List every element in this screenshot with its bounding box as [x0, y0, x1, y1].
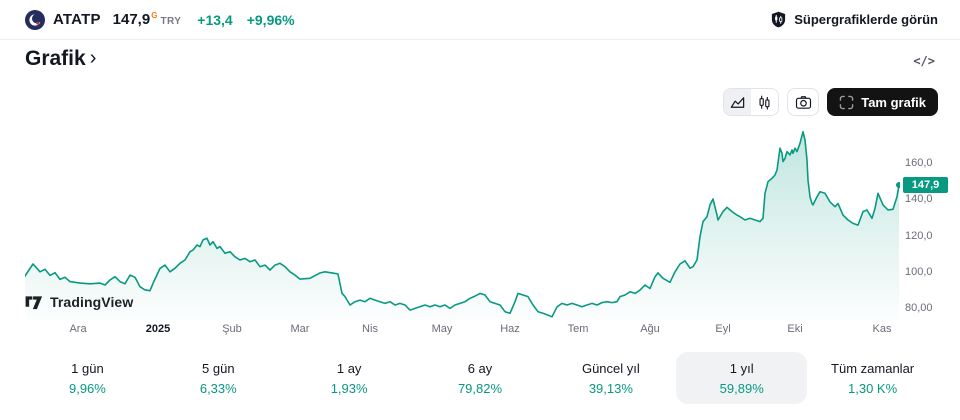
period-label: Güncel yıl	[581, 360, 640, 376]
chart-toolbar: Tam grafik	[723, 88, 938, 116]
area-chart-icon	[729, 94, 746, 111]
x-axis-label: Mar	[290, 323, 310, 335]
supercharts-label: Süpergrafiklerde görün	[794, 12, 938, 27]
x-axis-label: Haz	[500, 323, 520, 335]
last-price: 147,9	[112, 11, 151, 28]
price-change: +13,4	[197, 11, 233, 28]
candles-chart-button[interactable]	[751, 89, 779, 115]
period-button-6-ay[interactable]: 6 ay 79,82%	[415, 352, 546, 404]
section-title-link[interactable]: Grafik ›	[25, 47, 96, 71]
period-label: Tüm zamanlar	[831, 360, 915, 376]
x-axis-label: Nis	[362, 323, 378, 335]
period-button-g-ncel-y-l[interactable]: Güncel yıl 39,13%	[545, 352, 676, 404]
y-axis-label: 160,0	[905, 157, 933, 169]
period-button-1-ay[interactable]: 1 ay 1,93%	[284, 352, 415, 404]
currency-label: TRY	[160, 16, 182, 27]
period-change-percent: 1,30 K%	[848, 380, 898, 396]
period-button-1-g-n[interactable]: 1 gün 9,96%	[22, 352, 153, 404]
x-axis-label: May	[431, 323, 453, 335]
atatp-logo	[25, 9, 45, 30]
x-axis-label: Eyl	[715, 323, 731, 335]
period-label: 1 gün	[71, 360, 104, 376]
price-area-fill	[25, 131, 899, 320]
period-label: 5 gün	[202, 360, 235, 376]
supercharts-link[interactable]: Süpergrafiklerde görün	[770, 11, 938, 28]
area-chart-button[interactable]	[724, 89, 752, 115]
period-button-t-m-zamanlar[interactable]: Tüm zamanlar 1,30 K%	[807, 352, 938, 404]
period-change-percent: 9,96%	[68, 380, 106, 396]
price-line	[25, 130, 900, 318]
embed-code-icon[interactable]: </>	[913, 54, 935, 68]
y-axis-label: 80,00	[905, 302, 933, 314]
period-label: 6 ay	[467, 360, 493, 376]
fullscreen-button-label: Tam grafik	[861, 94, 926, 110]
x-axis-label: Şub	[222, 323, 242, 335]
tradingview-logo-icon	[25, 295, 44, 310]
last-price-badge: 147,9	[903, 177, 948, 193]
last-price-dot	[896, 182, 900, 188]
x-axis-label: 2025	[145, 323, 171, 335]
tradingview-wordmark: TradingView	[50, 294, 134, 310]
price-change-percent: +9,96%	[246, 11, 295, 28]
y-axis-label: 100,0	[905, 266, 933, 278]
period-label: 1 yıl	[729, 360, 754, 376]
x-axis-label: Kas	[872, 323, 892, 335]
period-change-percent: 39,13%	[588, 380, 633, 396]
market-status-flag: G	[151, 11, 158, 20]
period-change-percent: 6,33%	[199, 380, 237, 396]
fullscreen-chart-button[interactable]: Tam grafik	[827, 88, 938, 116]
price-chart[interactable]	[25, 125, 900, 320]
symbol-header: ATATP 147,9 G TRY +13,4 +9,96% Süpergraf…	[0, 0, 960, 40]
camera-icon	[795, 94, 812, 111]
supercharts-shield-icon	[770, 11, 787, 28]
period-change-percent: 59,89%	[719, 380, 764, 396]
fullscreen-icon	[839, 95, 854, 110]
x-axis-label: Ağu	[640, 323, 660, 335]
x-axis-label: Tem	[567, 323, 589, 335]
y-axis-label: 120,0	[905, 230, 933, 242]
period-change-percent: 1,93%	[330, 380, 368, 396]
period-selector: 1 gün 9,96% 5 gün 6,33% 1 ay 1,93% 6 ay 79,82% G…	[22, 352, 938, 404]
period-change-percent: 79,82%	[457, 380, 503, 396]
chevron-right-icon: ›	[89, 46, 97, 69]
period-label: 1 ay	[336, 360, 362, 376]
symbol-ticker: ATATP	[53, 11, 101, 28]
period-button-5-g-n[interactable]: 5 gün 6,33%	[153, 352, 284, 404]
y-axis-label: 140,0	[905, 193, 933, 205]
tradingview-attribution[interactable]: TradingView	[25, 294, 133, 310]
snapshot-button[interactable]	[787, 88, 820, 116]
x-axis-label: Ara	[69, 323, 87, 335]
candlestick-icon	[756, 94, 773, 111]
chart-type-segment	[723, 88, 780, 116]
period-button-1-y-l[interactable]: 1 yıl 59,89%	[676, 352, 808, 404]
x-axis-label: Eki	[787, 323, 803, 335]
page-title: Grafik	[25, 47, 86, 70]
